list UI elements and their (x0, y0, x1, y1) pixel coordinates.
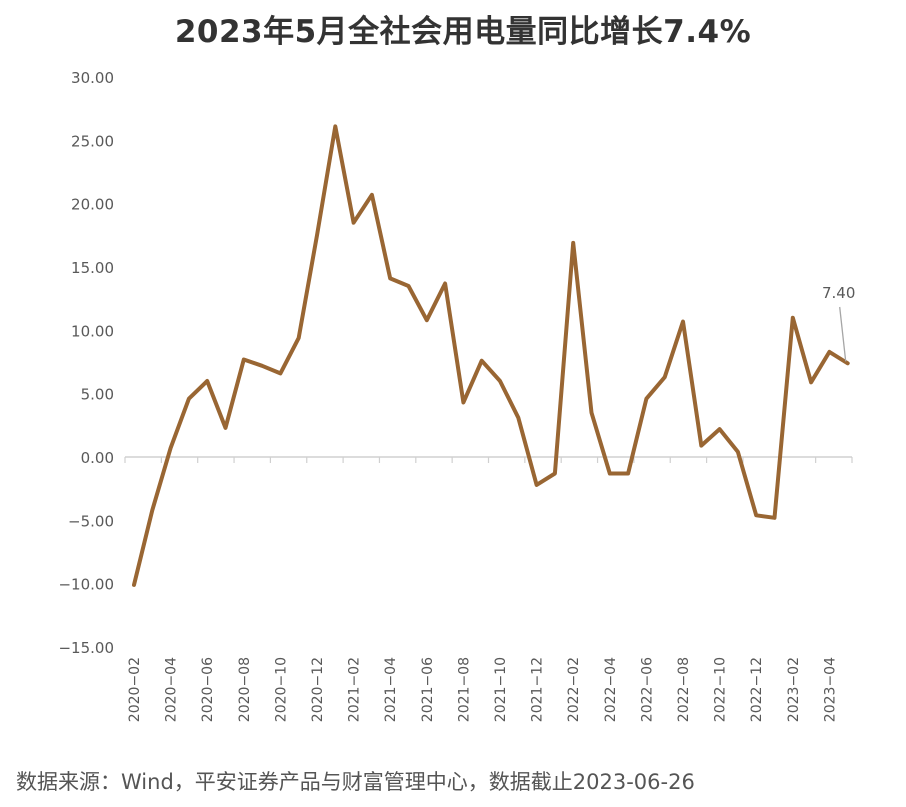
annotation-label: 7.40 (822, 284, 855, 302)
x-tick-label: 2022−10 (713, 657, 729, 722)
x-tick-label: 2021−04 (383, 657, 399, 722)
annotation-group: 7.40 (822, 284, 855, 362)
y-tick-label: 5.00 (81, 386, 114, 404)
x-tick-label: 2021−10 (493, 657, 509, 722)
x-tick-label: 2020−12 (310, 657, 326, 722)
y-tick-label: 30.00 (71, 69, 114, 87)
x-tick-label: 2022−04 (603, 657, 619, 722)
x-tick-label: 2021−12 (530, 657, 546, 722)
x-tick-label: 2023−04 (822, 657, 838, 722)
y-tick-label: −10.00 (58, 576, 114, 594)
x-tick-label: 2020−02 (127, 657, 143, 722)
y-axis-labels: 30.00 25.00 20.00 15.00 10.00 5.00 0.00 −5.00 −1… (58, 69, 114, 657)
x-tick-label: 2021−06 (420, 657, 436, 722)
y-tick-label: 25.00 (71, 132, 114, 150)
x-tick-label: 2020−04 (164, 657, 180, 722)
x-axis: 2020−02 2020−04 2020−06 2020−08 2020−10 2020−… (124, 456, 853, 722)
y-tick-label: −5.00 (68, 512, 114, 530)
x-tick-label: 2020−10 (273, 657, 289, 722)
series-group (132, 124, 850, 587)
x-tick-label: 2022−12 (749, 657, 765, 722)
annotation-leader (839, 306, 847, 362)
x-tick-label: 2022−02 (566, 657, 582, 722)
y-tick-label: 10.00 (71, 322, 114, 340)
x-tick-label: 2020−06 (200, 657, 216, 722)
x-tick-label: 2022−06 (639, 657, 655, 722)
source-note: 数据来源：Wind，平安证券产品与财富管理中心，数据截止2023-06-26 (16, 770, 695, 794)
y-tick-label: 15.00 (71, 259, 114, 277)
x-tick-label: 2021−08 (456, 657, 472, 722)
x-tick-label: 2022−08 (676, 657, 692, 722)
chart-title: 2023年5月全社会用电量同比增长7.4% (174, 14, 752, 50)
x-tick-label: 2020−08 (237, 657, 253, 722)
x-tick-label: 2023−02 (786, 657, 802, 722)
y-tick-label: 0.00 (81, 449, 114, 467)
y-tick-label: 20.00 (71, 196, 114, 214)
x-tick-label: 2021−02 (347, 657, 363, 722)
series-line (132, 124, 850, 587)
y-tick-label: −15.00 (58, 639, 114, 657)
